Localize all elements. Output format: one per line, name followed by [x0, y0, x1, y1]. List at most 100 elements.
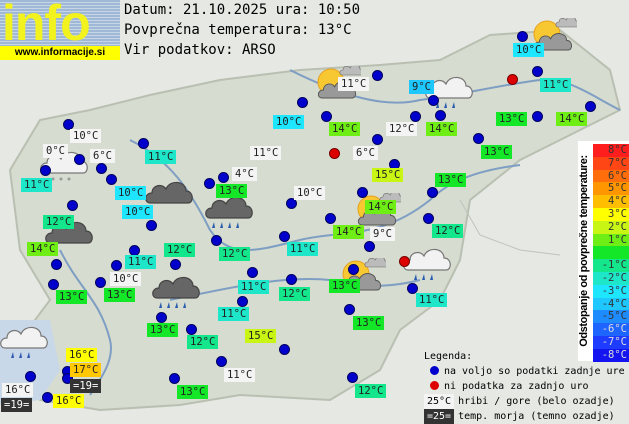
station-temperature[interactable]: 14°C	[329, 122, 361, 136]
station-temperature[interactable]: 10°C	[513, 43, 545, 57]
station-dot[interactable]	[364, 241, 375, 252]
station-dot[interactable]	[216, 356, 227, 367]
station-temperature[interactable]: 10°C	[294, 186, 326, 200]
station-temperature[interactable]: 16°C	[2, 383, 34, 397]
station-dot[interactable]	[321, 111, 332, 122]
station-temperature[interactable]: 15°C	[245, 329, 277, 343]
station-dot[interactable]	[170, 259, 181, 270]
station-temperature[interactable]: 11°C	[540, 78, 572, 92]
station-dot[interactable]	[186, 324, 197, 335]
station-dot[interactable]	[63, 119, 74, 130]
station-temperature[interactable]: 9°C	[409, 80, 434, 94]
station-temperature[interactable]: 11°C	[250, 146, 282, 160]
station-temperature[interactable]: 14°C	[426, 122, 458, 136]
station-temperature[interactable]: 16°C	[66, 348, 98, 362]
station-temperature[interactable]: 13°C	[147, 323, 179, 337]
station-temperature[interactable]: 6°C	[90, 149, 115, 163]
station-dot[interactable]	[111, 260, 122, 271]
station-temperature[interactable]: 10°C	[110, 272, 142, 286]
station-temperature[interactable]: 10°C	[122, 205, 154, 219]
station-dot[interactable]	[247, 267, 258, 278]
station-dot[interactable]	[218, 172, 229, 183]
station-dot[interactable]	[532, 111, 543, 122]
station-dot[interactable]	[428, 95, 439, 106]
station-dot[interactable]	[237, 296, 248, 307]
station-temperature[interactable]: 13°C	[177, 385, 209, 399]
station-temperature[interactable]: 12°C	[432, 224, 464, 238]
station-temperature[interactable]: 10°C	[70, 129, 102, 143]
station-temperature[interactable]: 12°C	[164, 243, 196, 257]
station-dot[interactable]	[410, 111, 421, 122]
station-dot[interactable]	[106, 174, 117, 185]
station-dot[interactable]	[25, 371, 36, 382]
station-temperature[interactable]: 13°C	[496, 112, 528, 126]
station-temperature[interactable]: 13°C	[353, 316, 385, 330]
station-dot-missing[interactable]	[399, 256, 410, 267]
station-temperature[interactable]: 11°C	[125, 255, 157, 269]
station-dot[interactable]	[286, 274, 297, 285]
station-dot[interactable]	[532, 66, 543, 77]
station-temperature[interactable]: 10°C	[115, 186, 147, 200]
station-dot[interactable]	[407, 283, 418, 294]
station-temperature[interactable]: 13°C	[329, 279, 361, 293]
station-temperature[interactable]: 10°C	[273, 115, 305, 129]
station-dot[interactable]	[42, 392, 53, 403]
station-dot[interactable]	[427, 187, 438, 198]
station-temperature[interactable]: 11°C	[287, 242, 319, 256]
station-dot[interactable]	[286, 198, 297, 209]
station-temperature[interactable]: 9°C	[370, 227, 395, 241]
station-dot[interactable]	[279, 231, 290, 242]
station-dot[interactable]	[297, 97, 308, 108]
station-temperature[interactable]: 13°C	[56, 290, 88, 304]
station-dot[interactable]	[435, 110, 446, 121]
station-dot[interactable]	[74, 154, 85, 165]
station-dot[interactable]	[146, 220, 157, 231]
station-temperature[interactable]: 14°C	[333, 225, 365, 239]
station-temperature[interactable]: 0°C	[43, 144, 68, 158]
station-dot[interactable]	[372, 70, 383, 81]
station-dot-missing[interactable]	[329, 148, 340, 159]
station-dot[interactable]	[62, 373, 73, 384]
station-dot[interactable]	[325, 213, 336, 224]
station-dot[interactable]	[372, 134, 383, 145]
station-temperature[interactable]: 12°C	[279, 287, 311, 301]
station-temperature[interactable]: 12°C	[355, 384, 387, 398]
station-temperature[interactable]: 11°C	[224, 368, 256, 382]
station-temperature[interactable]: 13°C	[435, 173, 467, 187]
station-dot[interactable]	[204, 178, 215, 189]
station-temperature[interactable]: 11°C	[416, 293, 448, 307]
station-temperature[interactable]: 17°C	[70, 363, 102, 377]
station-dot[interactable]	[138, 138, 149, 149]
station-dot[interactable]	[423, 213, 434, 224]
station-temperature[interactable]: 16°C	[53, 394, 85, 408]
station-temperature[interactable]: 13°C	[104, 288, 136, 302]
station-temperature[interactable]: 12°C	[386, 122, 418, 136]
station-temperature[interactable]: 12°C	[43, 215, 75, 229]
station-dot[interactable]	[95, 277, 106, 288]
station-temperature[interactable]: 11°C	[238, 280, 270, 294]
station-temperature[interactable]: 11°C	[218, 307, 250, 321]
station-dot[interactable]	[48, 279, 59, 290]
station-temperature[interactable]: 4°C	[232, 167, 257, 181]
station-dot[interactable]	[473, 133, 484, 144]
station-dot[interactable]	[348, 264, 359, 275]
station-temperature[interactable]: 14°C	[365, 200, 397, 214]
station-temperature[interactable]: 11°C	[21, 178, 53, 192]
station-dot[interactable]	[51, 259, 62, 270]
station-temperature[interactable]: 13°C	[216, 184, 248, 198]
station-temperature[interactable]: 11°C	[145, 150, 177, 164]
station-temperature[interactable]: 12°C	[187, 335, 219, 349]
logo[interactable]: info www.informacije.si	[0, 0, 120, 60]
station-temperature[interactable]: 12°C	[219, 247, 251, 261]
station-dot[interactable]	[517, 31, 528, 42]
station-temperature[interactable]: =19=	[70, 379, 102, 393]
station-dot[interactable]	[67, 200, 78, 211]
station-dot[interactable]	[211, 235, 222, 246]
station-temperature[interactable]: 6°C	[353, 146, 378, 160]
station-dot[interactable]	[96, 163, 107, 174]
station-dot[interactable]	[279, 344, 290, 355]
station-temperature[interactable]: 13°C	[481, 145, 513, 159]
station-temperature[interactable]: 14°C	[556, 112, 588, 126]
station-temperature[interactable]: 14°C	[27, 242, 59, 256]
station-dot-missing[interactable]	[507, 74, 518, 85]
